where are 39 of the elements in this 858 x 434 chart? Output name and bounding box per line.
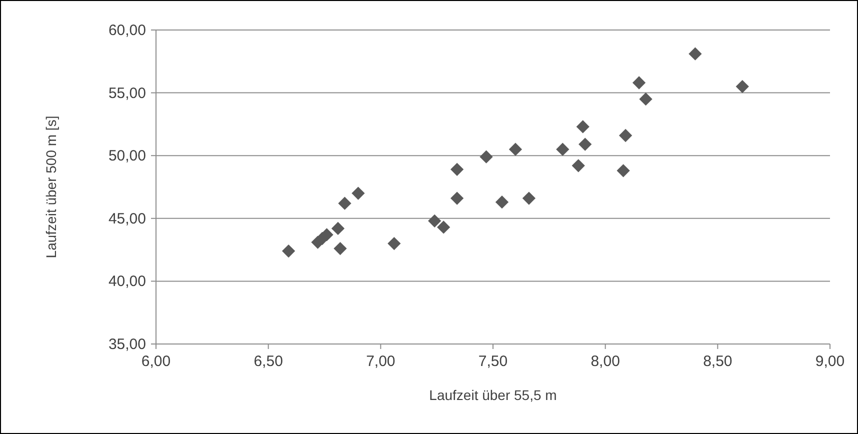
point — [688, 47, 702, 60]
x-tick-label: 8,00 — [590, 353, 620, 370]
x-tick-label: 6,00 — [141, 353, 171, 370]
point — [618, 128, 632, 142]
point — [576, 120, 590, 134]
y-tick-label: 35,00 — [108, 336, 146, 353]
point — [578, 138, 592, 151]
point — [495, 196, 509, 209]
y-tick-label: 45,00 — [108, 210, 146, 228]
point — [334, 242, 347, 256]
y-tick-label: 60,00 — [108, 22, 146, 39]
point — [388, 236, 401, 250]
point — [437, 220, 450, 234]
x-axis-title: Laufzeit über 55,5 m — [429, 387, 557, 403]
point — [632, 76, 646, 90]
point — [508, 142, 522, 156]
point — [556, 142, 570, 156]
point — [616, 164, 630, 178]
point — [450, 162, 464, 176]
x-tick-label: 9,00 — [815, 353, 845, 370]
x-tick-label: 7,00 — [366, 353, 396, 370]
x-tick-label: 6,50 — [254, 353, 283, 370]
y-axis-title: Laufzeit über 500 m [s] — [43, 116, 59, 258]
point — [352, 186, 365, 200]
point — [450, 192, 464, 205]
point — [736, 80, 749, 94]
point — [480, 150, 493, 164]
y-tick-label: 40,00 — [108, 273, 146, 290]
y-tick-label: 50,00 — [108, 148, 146, 165]
x-tick-label: 8,50 — [703, 353, 732, 370]
point — [639, 92, 652, 106]
point — [331, 222, 345, 236]
y-tick-label: 55,00 — [108, 84, 146, 102]
point — [428, 214, 442, 228]
point — [572, 159, 585, 172]
point — [282, 244, 296, 258]
point — [338, 196, 352, 210]
x-tick-label: 7,50 — [478, 353, 508, 370]
point — [522, 192, 536, 205]
